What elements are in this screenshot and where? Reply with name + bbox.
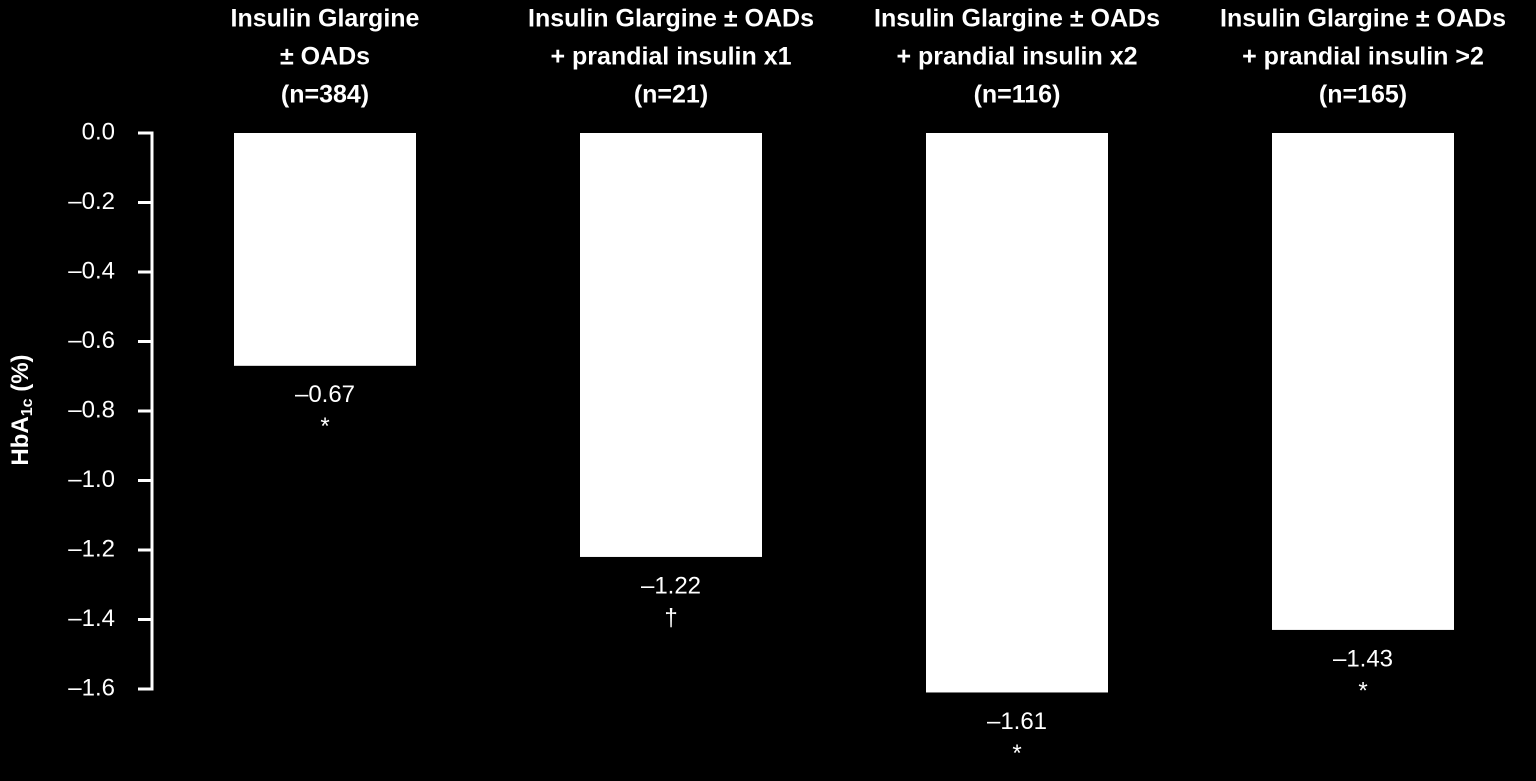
- category-label: (n=384): [281, 81, 369, 109]
- value-label: –1.22: [641, 572, 701, 599]
- bar: [1272, 133, 1454, 630]
- category-label: + prandial insulin x1: [550, 43, 791, 71]
- category-label: + prandial insulin >2: [1242, 43, 1484, 71]
- significance-marker: *: [1358, 677, 1367, 704]
- y-tick-label: –0.4: [68, 257, 115, 284]
- category-label: Insulin Glargine ± OADs: [874, 5, 1160, 33]
- y-tick-label: –0.2: [68, 188, 115, 215]
- category-label: (n=21): [634, 81, 708, 109]
- category-label: Insulin Glargine: [231, 5, 420, 33]
- category-label: ± OADs: [280, 43, 370, 71]
- bar: [234, 133, 416, 366]
- significance-marker: †: [664, 604, 677, 631]
- y-tick-label: 0.0: [82, 118, 115, 145]
- value-label: –0.67: [295, 381, 355, 408]
- category-label: + prandial insulin x2: [896, 43, 1137, 71]
- y-label-subscript: 1c: [19, 398, 36, 416]
- y-label-main: HbA: [7, 416, 34, 465]
- y-tick-label: –1.6: [68, 674, 115, 701]
- y-tick-label: –1.0: [68, 466, 115, 493]
- category-label: Insulin Glargine ± OADs: [1220, 5, 1506, 33]
- bar: [580, 133, 762, 557]
- category-label: Insulin Glargine ± OADs: [528, 5, 814, 33]
- y-axis-label: HbA1c (%): [7, 354, 36, 465]
- y-tick-label: –0.8: [68, 396, 115, 423]
- significance-marker: *: [1012, 740, 1021, 767]
- category-label: (n=116): [974, 81, 1061, 109]
- category-label: (n=165): [1319, 81, 1407, 109]
- value-label: –1.43: [1333, 645, 1393, 672]
- value-label: –1.61: [987, 708, 1047, 735]
- y-tick-label: –1.2: [68, 535, 115, 562]
- bar: [926, 133, 1108, 693]
- y-tick-label: –0.6: [68, 327, 115, 354]
- y-tick-label: –1.4: [68, 605, 115, 632]
- y-label-unit: (%): [7, 354, 34, 398]
- significance-marker: *: [320, 413, 329, 440]
